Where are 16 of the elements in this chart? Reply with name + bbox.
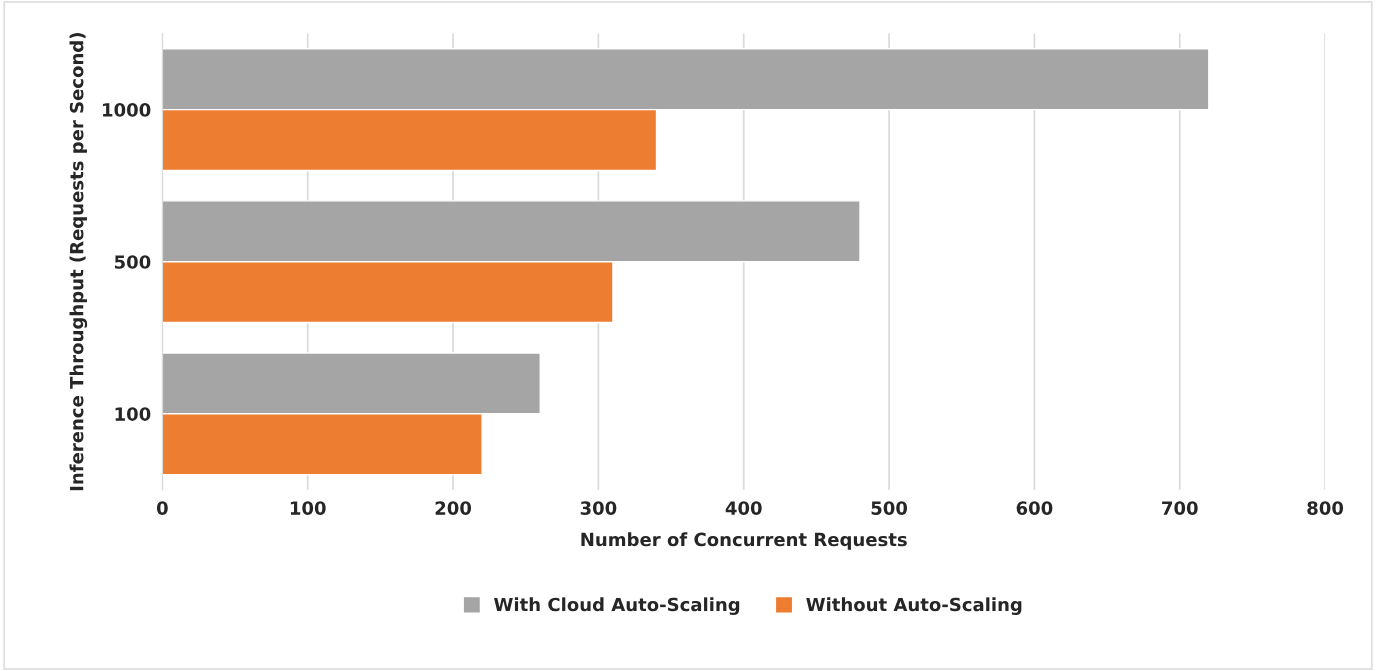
- x-tick-label: 800: [1307, 501, 1344, 515]
- y-axis-title: Inference Throughput (Requests per Second): [69, 33, 88, 491]
- x-tick-label: 600: [1016, 501, 1053, 515]
- y-tick-label: 500: [114, 255, 151, 269]
- x-tick-label: 300: [580, 501, 617, 515]
- x-tick-label: 0: [156, 501, 168, 515]
- x-tick-label: 200: [435, 501, 472, 515]
- y-tick-label: 1000: [103, 103, 151, 117]
- y-tick-label: 100: [115, 407, 151, 421]
- x-tick-label: 500: [871, 501, 908, 515]
- x-tick-label: 700: [1162, 501, 1198, 515]
- x-tick-label: 400: [725, 501, 762, 515]
- x-axis-title: Number of Concurrent Requests: [581, 532, 907, 550]
- legend-label: With Cloud Auto-Scaling: [494, 597, 740, 615]
- x-tick-label: 100: [290, 501, 326, 515]
- legend-label: Without Auto-Scaling: [806, 597, 1022, 615]
